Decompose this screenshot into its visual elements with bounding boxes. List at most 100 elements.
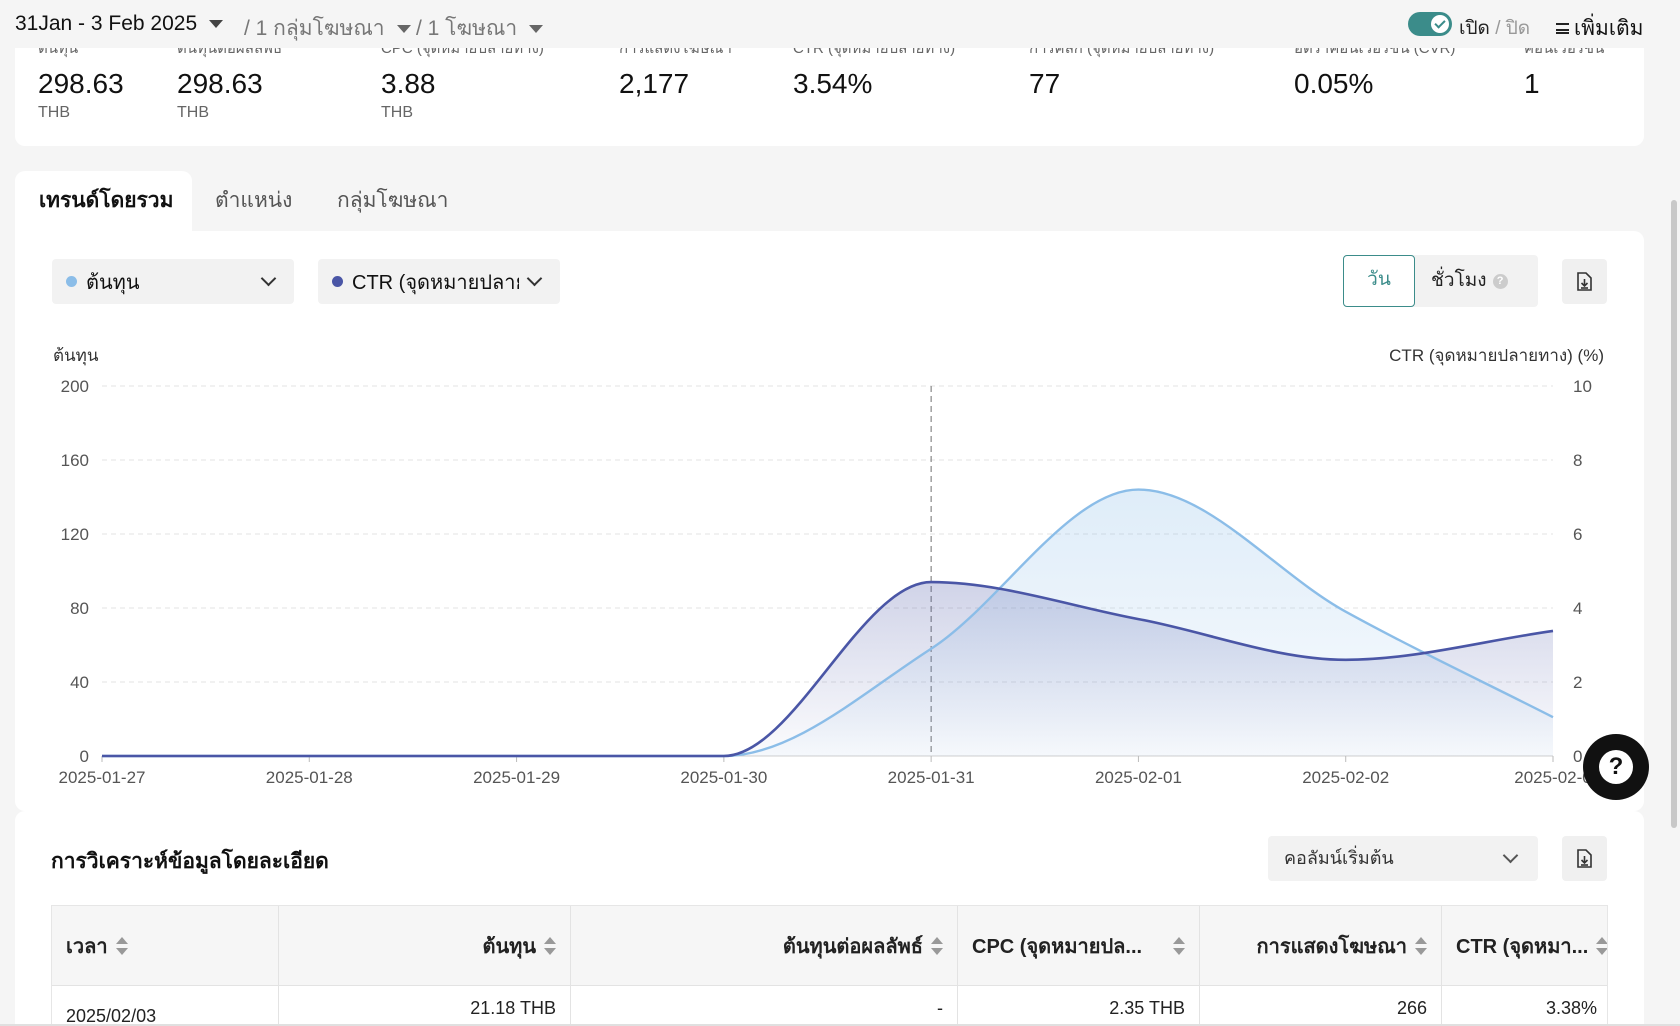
right-axis-tick-label: 10 <box>1573 377 1592 396</box>
x-axis-tick-label: 2025-01-30 <box>680 768 767 787</box>
col-header-cost[interactable]: ต้นทุน <box>279 906 571 986</box>
sort-icon <box>1596 937 1607 955</box>
metric-value: 77 <box>1029 68 1061 99</box>
col-header-label: การแสดงโฆษณา <box>1256 936 1408 958</box>
metric-unit: THB <box>38 104 70 121</box>
hour-label: ชั่วโมง <box>1431 270 1487 291</box>
x-axis-tick-label: 2025-02-0 <box>1514 768 1592 787</box>
question-icon: ? <box>1599 750 1633 784</box>
download-icon <box>1577 272 1592 291</box>
left-axis-title: ต้นทุน <box>53 346 99 366</box>
metric-unit: THB <box>177 104 209 121</box>
table-row[interactable]: 2025/02/03 21.18 THB - 2.35 THB 266 3.38… <box>52 986 1607 1026</box>
help-circle-icon[interactable]: ? <box>1492 273 1508 289</box>
chevron-down-icon <box>1502 847 1519 864</box>
col-header-label: ต้นทุนต่อผลลัพธ์ <box>782 936 923 958</box>
series-area-ctr <box>102 582 1553 756</box>
caret-down-icon <box>209 20 224 28</box>
divider <box>0 1024 1680 1026</box>
trend-chart-panel: ต้นทุน CTR (จุดหมายปลายทาง) วัน ชั่วโมง … <box>15 231 1644 811</box>
table-download-button[interactable] <box>1562 836 1607 881</box>
metric-value: 3.88 <box>381 68 436 99</box>
toggle-on-label: เปิด <box>1459 18 1490 39</box>
caret-down-icon <box>396 24 411 33</box>
page-scrollbar[interactable] <box>1671 200 1677 828</box>
metric-value: 0.05% <box>1294 68 1374 99</box>
column-preset-dropdown[interactable]: คอลัมน์เริ่มต้น <box>1268 836 1538 881</box>
col-header-cost-per-result[interactable]: ต้นทุนต่อผลลัพธ์ <box>571 906 958 986</box>
cell-cost: 21.18 THB <box>279 986 571 1026</box>
metric-unit: THB <box>381 104 413 121</box>
toggle-off-label: ปิด <box>1505 18 1531 39</box>
sort-icon <box>1173 937 1185 955</box>
sort-icon <box>931 937 943 955</box>
detail-title: การวิเคราะห์ข้อมูลโดยละเอียด <box>51 850 329 873</box>
right-axis-tick-label: 2 <box>1573 673 1582 692</box>
left-axis-tick-label: 120 <box>61 525 89 544</box>
cell-cost-per-result: - <box>571 986 958 1026</box>
chart-download-button[interactable] <box>1562 259 1607 304</box>
ad-group-selector[interactable]: / 1 กลุ่มโฆษณา <box>244 12 411 45</box>
metric1-label: ต้นทุน <box>86 271 140 294</box>
x-axis-tick-label: 2025-01-28 <box>266 768 353 787</box>
menu-icon <box>1556 23 1569 34</box>
metric-value: 3.54% <box>793 68 873 99</box>
metric-value: 2,177 <box>619 68 690 99</box>
ad-group-label: / 1 กลุ่มโฆษณา <box>244 17 385 40</box>
x-axis-tick-label: 2025-01-27 <box>59 768 146 787</box>
date-range-label: 31Jan - 3 Feb 2025 <box>15 12 198 35</box>
metric-value: 298.63 <box>38 68 124 99</box>
left-axis-tick-label: 80 <box>70 599 89 618</box>
left-axis-tick-label: 160 <box>61 451 89 470</box>
metric-value: 1 <box>1524 68 1540 99</box>
cell-impressions: 266 <box>1200 986 1442 1026</box>
left-axis-tick-label: 0 <box>80 747 89 766</box>
x-axis-tick-label: 2025-01-31 <box>888 768 975 787</box>
on-off-toggle[interactable] <box>1408 12 1452 36</box>
detail-table: เวลา ต้นทุน ต้นทุนต่อผลลัพธ์ CPC (จุดหมา… <box>51 905 1608 1026</box>
col-header-label: ต้นทุน <box>482 936 536 958</box>
cell-cpc: 2.35 THB <box>958 986 1200 1026</box>
ad-label: / 1 โฆษณา <box>416 17 518 40</box>
series-line-ctr[interactable] <box>102 580 1554 758</box>
detail-analysis-panel: การวิเคราะห์ข้อมูลโดยละเอียด คอลัมน์เริ่… <box>15 811 1644 1026</box>
ad-selector[interactable]: / 1 โฆษณา <box>416 12 544 45</box>
tab-overall-trend[interactable]: เทรนด์โดยรวม <box>15 171 192 231</box>
metric2-dropdown[interactable]: CTR (จุดหมายปลายทาง) <box>318 259 560 304</box>
col-header-time[interactable]: เวลา <box>52 906 279 986</box>
download-icon <box>1577 849 1592 868</box>
toggle-separator: / <box>1495 18 1501 39</box>
day-button[interactable]: วัน <box>1343 255 1415 307</box>
sort-icon <box>115 937 128 955</box>
sort-icon <box>544 937 556 955</box>
left-axis-tick-label: 40 <box>70 673 89 692</box>
right-axis-tick-label: 4 <box>1573 599 1582 618</box>
date-range-selector[interactable]: 31Jan - 3 Feb 2025 <box>15 12 224 36</box>
metric-cost[interactable]: ต้นทุน 298.63 THB <box>38 30 124 121</box>
metric2-label: CTR (จุดหมายปลายทาง) <box>352 271 519 294</box>
series-dot-icon <box>66 276 77 287</box>
col-header-ctr[interactable]: CTR (จุดหมา... <box>1442 906 1607 986</box>
series-dot-icon <box>332 276 343 287</box>
col-header-cpc[interactable]: CPC (จุดหมายปล... <box>958 906 1200 986</box>
more-button[interactable]: เพิ่มเติม <box>1556 12 1644 45</box>
sort-icon <box>1415 937 1427 955</box>
col-header-label: CPC (จุดหมายปล... <box>972 936 1143 958</box>
col-header-impressions[interactable]: การแสดงโฆษณา <box>1200 906 1442 986</box>
right-axis-tick-label: 6 <box>1573 525 1582 544</box>
hour-button[interactable]: ชั่วโมง ? <box>1431 255 1508 307</box>
toggle-label: เปิด / ปิด <box>1459 13 1530 43</box>
cell-time: 2025/02/03 <box>52 986 279 1026</box>
column-preset-label: คอลัมน์เริ่มต้น <box>1284 848 1394 868</box>
more-label: เพิ่มเติม <box>1574 17 1644 40</box>
right-axis-tick-label: 0 <box>1573 747 1582 766</box>
metric-value: 298.63 <box>177 68 263 99</box>
x-axis-tick-label: 2025-02-02 <box>1302 768 1389 787</box>
granularity-toggle: วัน ชั่วโมง ? <box>1343 255 1538 307</box>
help-button[interactable]: ? <box>1583 734 1649 800</box>
trend-chart[interactable]: ต้นทุน CTR (จุดหมายปลายทาง) (%) 04080120… <box>15 231 1644 811</box>
cell-ctr: 3.38% <box>1546 998 1598 1018</box>
tab-ad-groups[interactable]: กลุ่มโฆษณา <box>337 189 449 212</box>
tab-placement[interactable]: ตำแหน่ง <box>215 189 293 212</box>
metric1-dropdown[interactable]: ต้นทุน <box>52 259 294 304</box>
